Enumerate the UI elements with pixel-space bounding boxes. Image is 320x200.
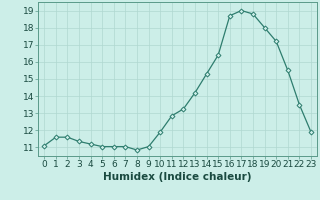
X-axis label: Humidex (Indice chaleur): Humidex (Indice chaleur) [103, 172, 252, 182]
